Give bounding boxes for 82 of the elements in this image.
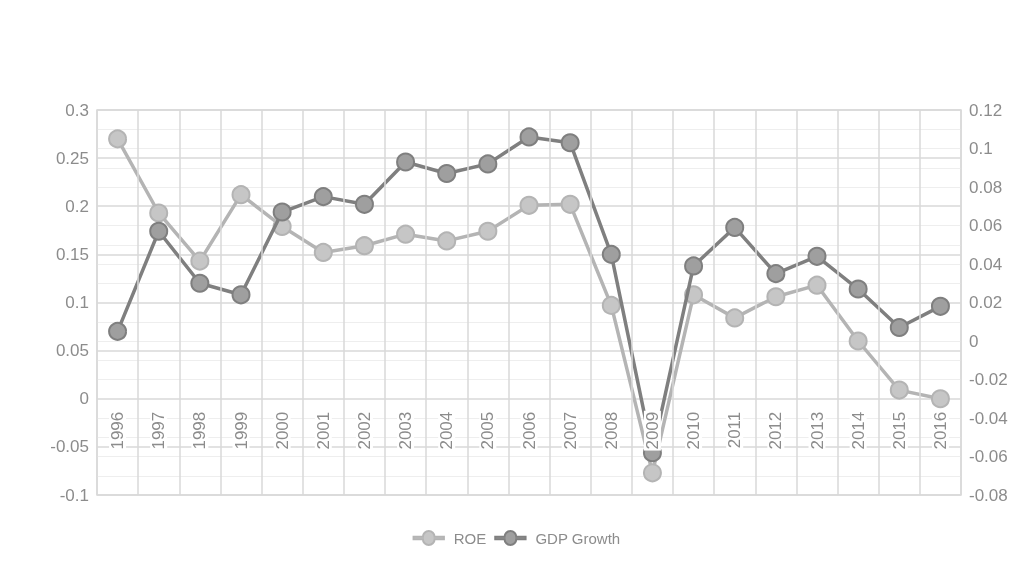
y2-tick-label: 0.02: [969, 293, 1003, 312]
y-tick-label: -0.1: [59, 485, 89, 505]
x-tick-label: 2004: [437, 411, 457, 450]
point: [725, 217, 745, 237]
legend-label: GDP Growth: [535, 529, 621, 547]
point: [684, 256, 704, 276]
x-tick-label: 2005: [478, 411, 498, 450]
y-tick-label: 0.2: [65, 196, 89, 216]
point: [848, 279, 868, 299]
point: [190, 273, 210, 293]
point: [149, 221, 169, 241]
y2-tick-label: -0.08: [969, 485, 1008, 505]
x-tick-label: 1997: [149, 411, 169, 450]
point: [437, 231, 457, 251]
point: [231, 285, 251, 305]
point: [930, 389, 950, 409]
point: [396, 152, 416, 172]
y-tick-label: 0.05: [55, 341, 89, 361]
point: [478, 154, 498, 174]
point: [519, 195, 539, 215]
point: [889, 318, 909, 338]
point: [725, 308, 745, 328]
y2-tick-label: 0: [969, 331, 979, 351]
point: [354, 194, 374, 214]
point: [601, 244, 621, 264]
y-tick-label: 0.1: [65, 293, 89, 312]
x-tick-label: 2014: [848, 411, 868, 450]
x-tick-label: 2000: [272, 411, 292, 450]
point: [807, 275, 827, 295]
point: [437, 164, 457, 184]
y2-tick-label: 0.1: [969, 139, 993, 158]
x-tick-label: 2012: [766, 411, 786, 450]
point: [807, 246, 827, 266]
y-tick-label: -0.05: [50, 437, 89, 457]
y-tick-label: 0.3: [65, 100, 89, 120]
point: [354, 236, 374, 256]
x-tick-label: 2010: [684, 411, 704, 450]
x-tick-label: 2008: [601, 411, 621, 450]
y2-tick-label: -0.02: [969, 370, 1008, 389]
point: [149, 203, 169, 223]
point: [108, 321, 128, 341]
x-tick-label: 2002: [354, 411, 374, 450]
point: [108, 129, 128, 149]
point: [930, 296, 950, 316]
y-tick-label: 0.25: [55, 148, 89, 168]
x-tick-label: 2009: [642, 411, 662, 450]
y2-tick-label: -0.06: [969, 447, 1008, 466]
x-tick-label: 2003: [396, 411, 416, 450]
x-tick-label: 1996: [108, 411, 128, 450]
y-tick-label: 0: [79, 389, 89, 409]
point: [560, 194, 580, 214]
point: [889, 380, 909, 400]
point: [313, 242, 333, 262]
point: [272, 202, 292, 222]
point: [478, 221, 498, 241]
point: [601, 295, 621, 315]
point: [848, 331, 868, 351]
x-tick-label: 2011: [725, 411, 745, 449]
y2-tick-label: 0.06: [969, 216, 1003, 235]
point: [766, 264, 786, 284]
x-tick-label: 2013: [807, 411, 827, 450]
y2-tick-label: -0.04: [969, 408, 1008, 428]
point: [190, 251, 210, 271]
y2-tick-label: 0.04: [969, 254, 1003, 274]
x-tick-label: 1999: [231, 411, 251, 450]
point: [560, 133, 580, 153]
x-tick-label: 2006: [519, 411, 539, 450]
y2-tick-label: 0.12: [969, 100, 1003, 120]
point: [766, 287, 786, 307]
x-tick-label: 2015: [889, 411, 909, 450]
y-tick-label: 0.15: [55, 244, 89, 264]
x-tick-label: 2016: [930, 411, 950, 450]
x-tick-label: 1998: [190, 411, 210, 450]
x-tick-label: 2007: [560, 411, 580, 450]
point: [642, 463, 662, 483]
point: [519, 127, 539, 147]
point: [313, 187, 333, 207]
x-tick-label: 2001: [313, 411, 333, 450]
legend-label: ROE: [453, 529, 487, 547]
point: [231, 185, 251, 205]
point: [396, 224, 416, 244]
y2-tick-label: 0.08: [969, 177, 1003, 197]
